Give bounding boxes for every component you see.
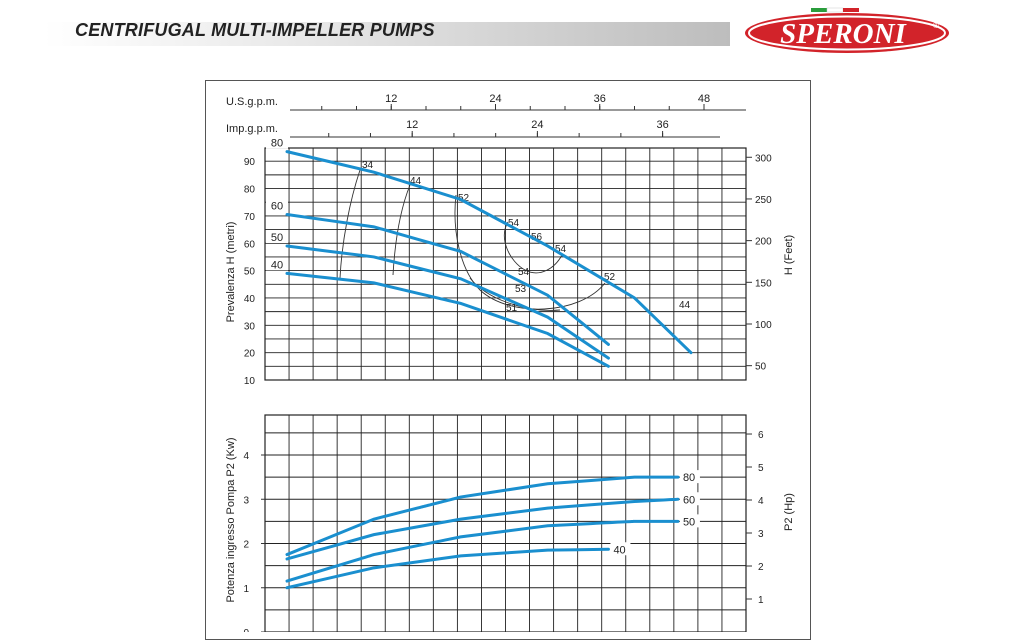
head-right-tick-label: 150 [755, 278, 772, 289]
head-curve-labels: 80 60 50 40 [266, 136, 288, 271]
power-curve-80 [285, 475, 680, 557]
usgpm-axis-label: U.S.g.p.m. [226, 96, 278, 108]
power-curve-50 [285, 519, 680, 583]
power-curve-60 [285, 497, 680, 561]
head-y-tick-label: 80 [244, 185, 256, 196]
head-y-tick-label: 20 [244, 349, 256, 360]
power-curve-label-bg [679, 492, 700, 506]
head-curve-label-bg [266, 136, 288, 149]
head-curve-80 [285, 150, 693, 355]
head-curve-60 [285, 213, 610, 346]
head-y-tick-label: 40 [244, 294, 256, 305]
power-curve-label-40: 40 [613, 544, 625, 556]
power-chart-grid [264, 414, 747, 632]
head-curve-50 [285, 244, 610, 360]
title-banner [0, 22, 730, 46]
efficiency-label: 52 [604, 272, 616, 283]
head-right-tick-label: 250 [755, 195, 772, 206]
usgpm-tick-label: 12 [385, 93, 397, 105]
impgpm-axis-label: Imp.g.p.m. [226, 123, 278, 135]
power-y-tick-label: 1 [243, 584, 249, 595]
power-curve-label-bg [610, 542, 631, 556]
head-y-tick-labels: 10 20 30 40 50 60 70 80 90 [244, 157, 256, 387]
impgpm-tick-label: 36 [656, 119, 668, 131]
logo-text: SPERONI [780, 18, 907, 50]
impgpm-tick-label: 24 [531, 119, 543, 131]
efficiency-label: 52 [458, 193, 470, 204]
power-curve-label-60: 60 [683, 494, 695, 506]
efficiency-label: 54 [555, 244, 567, 255]
power-right-tick-label: 5 [758, 463, 764, 474]
power-y-tick-label: 2 [243, 540, 249, 551]
head-curve-label-50: 50 [271, 232, 283, 244]
head-right-tick-label: 300 [755, 153, 772, 164]
head-right-tick-label: 50 [755, 362, 767, 373]
power-y-tick-label: 4 [243, 451, 249, 462]
head-right-axis-label: H (Feet) [783, 235, 795, 275]
head-curve-label-bg [266, 258, 288, 271]
power-curve-label-bg [679, 470, 700, 484]
efficiency-label: 51 [506, 303, 518, 314]
impgpm-tick-label: 12 [406, 119, 418, 131]
power-curves [285, 475, 680, 590]
head-y-tick-label: 30 [244, 321, 256, 332]
power-y-tick-labels: 0 1 2 3 4 [243, 451, 265, 632]
efficiency-label: 54 [518, 267, 530, 278]
power-y-tick-label: 3 [243, 495, 249, 506]
head-right-tick-label: 200 [755, 237, 772, 248]
efficiency-labels: 34 44 52 54 56 54 54 53 51 52 44 [362, 160, 691, 314]
power-y-tick-label: 0 [243, 628, 249, 632]
power-right-tick-label: 6 [758, 430, 764, 441]
head-right-tick-label: 100 [755, 320, 772, 331]
power-right-tick-labels: 1 2 3 4 5 6 [746, 430, 764, 606]
head-right-tick-labels: 50 100 150 200 250 300 [746, 153, 772, 373]
head-curve-label-40: 40 [271, 259, 283, 271]
speroni-logo: SPERONI ® [745, 7, 949, 53]
power-curve-label-80: 80 [683, 472, 695, 484]
usgpm-tick-label: 48 [698, 93, 710, 105]
power-curve-labels: 80 60 50 40 [610, 470, 700, 556]
power-curve-40 [285, 547, 610, 590]
impgpm-tick-labels: 12 24 36 [328, 119, 669, 137]
efficiency-label: 44 [410, 176, 422, 187]
head-y-tick-label: 90 [244, 157, 256, 168]
head-curve-label-60: 60 [271, 201, 283, 213]
efficiency-label: 54 [508, 218, 520, 229]
head-curve-label-bg [266, 230, 288, 243]
usgpm-tick-labels: 12 24 36 48 [321, 93, 710, 110]
usgpm-tick-label: 24 [489, 93, 501, 105]
power-right-tick-label: 4 [758, 496, 764, 507]
power-right-tick-label: 2 [758, 562, 764, 573]
head-chart-grid [264, 147, 747, 381]
head-y-axis-label: Prevalenza H (metri) [225, 222, 237, 323]
head-y-tick-label: 10 [244, 376, 256, 387]
head-curve-40 [285, 271, 610, 368]
efficiency-label: 56 [531, 232, 543, 243]
head-curve-label-bg [266, 199, 288, 212]
efficiency-label: 53 [515, 284, 527, 295]
power-curve-label-50: 50 [683, 516, 695, 528]
power-right-axis-label: P2 (Hp) [783, 493, 795, 531]
power-right-tick-label: 1 [758, 595, 764, 606]
efficiency-label: 34 [362, 160, 374, 171]
power-curve-label-bg [679, 514, 700, 528]
head-y-tick-label: 50 [244, 267, 256, 278]
usgpm-tick-label: 36 [594, 93, 606, 105]
logo-registered-mark: ® [933, 21, 939, 30]
head-y-tick-label: 60 [244, 239, 256, 250]
power-y-axis-label: Potenza ingresso Pompa P2 (Kw) [225, 437, 237, 602]
power-right-tick-label: 3 [758, 529, 764, 540]
efficiency-curves [339, 169, 606, 311]
head-curves [285, 150, 693, 368]
page-title: CENTRIFUGAL MULTI-IMPELLER PUMPS [75, 20, 435, 40]
efficiency-label: 44 [679, 300, 691, 311]
head-curve-label-80: 80 [271, 138, 283, 150]
head-y-tick-label: 70 [244, 212, 256, 223]
